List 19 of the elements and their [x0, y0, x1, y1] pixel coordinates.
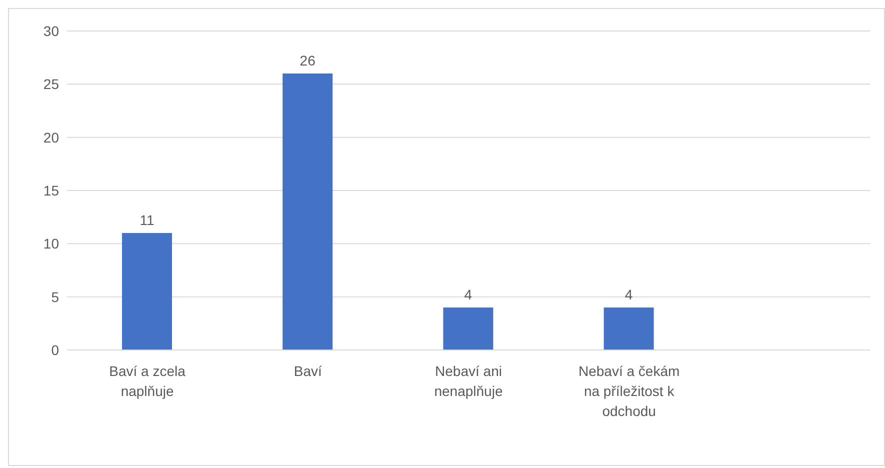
x-tick-label: Nebaví a čekám na příležitost k odchodu	[578, 362, 680, 419]
y-tick-label: 30	[43, 22, 60, 39]
data-label: 4	[624, 286, 633, 302]
data-label: 4	[464, 286, 472, 302]
data-label: 26	[300, 52, 316, 69]
bar	[443, 307, 494, 350]
x-tick-label: Nebaví ani nenaplňuje	[434, 362, 503, 399]
y-tick-label: 10	[43, 236, 60, 252]
x-tick-label: Baví a zcela naplňuje	[109, 362, 186, 399]
y-tick-label: 0	[51, 342, 60, 358]
x-tick-label: Baví	[294, 362, 322, 379]
y-tick-label: 25	[43, 76, 60, 92]
y-tick-label: 15	[43, 182, 60, 198]
y-tick-label: 5	[51, 288, 60, 305]
bar	[122, 233, 172, 350]
y-tick-label: 20	[43, 129, 60, 146]
data-label: 11	[140, 212, 154, 228]
bar	[282, 74, 333, 350]
bar	[604, 307, 654, 350]
